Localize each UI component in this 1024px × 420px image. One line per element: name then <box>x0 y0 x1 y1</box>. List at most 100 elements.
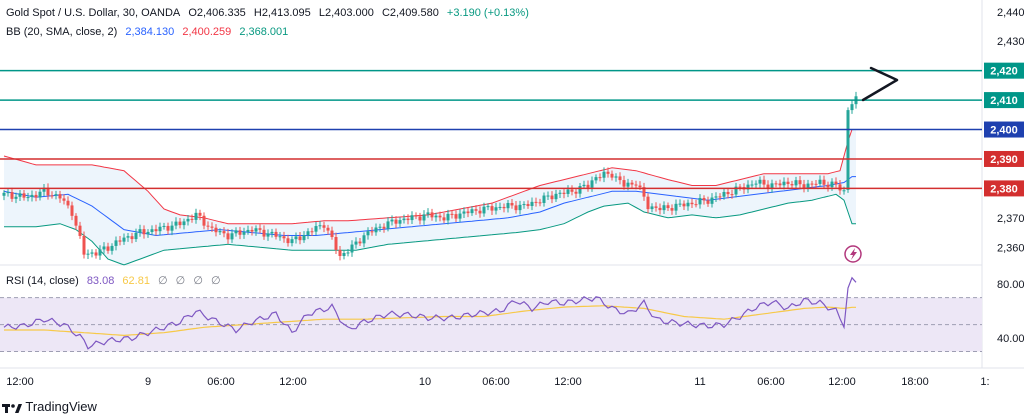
candle-body <box>230 233 234 240</box>
candle-body <box>650 206 654 210</box>
price-tick-label: 2,440 <box>997 7 1024 19</box>
candle-body <box>258 228 262 230</box>
time-tick-label: 10 <box>419 376 431 388</box>
time-tick-label: 06:00 <box>482 376 510 388</box>
candle-body <box>682 203 686 207</box>
change-value: +3.190 (+0.13%) <box>446 7 529 19</box>
candle-body <box>54 194 58 196</box>
candle-body <box>278 236 282 238</box>
candle-body <box>378 226 382 228</box>
level-price-label: 2,410 <box>990 95 1018 107</box>
candle-body <box>818 179 822 184</box>
candle-body <box>222 231 226 234</box>
candle-body <box>342 252 346 256</box>
candle-body <box>434 215 438 218</box>
level-price-tag <box>984 62 1024 79</box>
candle-body <box>302 235 306 241</box>
candle-body <box>34 194 38 198</box>
candle-body <box>678 203 682 205</box>
candle-body <box>610 173 614 178</box>
candle-body <box>270 231 274 234</box>
candle-body <box>314 226 318 232</box>
candle-body <box>386 221 390 229</box>
candle-body <box>402 218 406 221</box>
candle-body <box>462 211 466 214</box>
candle-body <box>446 213 450 221</box>
candle-body <box>626 182 630 187</box>
time-tick-label: 12:00 <box>828 376 856 388</box>
candle-body <box>66 200 70 206</box>
candle-body <box>802 184 806 189</box>
candle-body <box>10 192 14 199</box>
level-price-label: 2,400 <box>990 125 1018 137</box>
candle-body <box>702 197 706 201</box>
candle-body <box>130 236 134 240</box>
candle-body <box>70 205 74 216</box>
symbol-name[interactable]: Gold Spot / U.S. Dollar, 30, OANDA <box>6 7 181 19</box>
time-tick-label: 12:00 <box>554 376 582 388</box>
candle-body <box>366 231 370 236</box>
rsi-label[interactable]: RSI (14, close) <box>6 275 79 287</box>
candle-body <box>274 231 278 237</box>
candle-body <box>618 176 622 181</box>
brand-name: TradingView <box>25 399 97 414</box>
candle-body <box>666 205 670 209</box>
candle-body <box>530 201 534 207</box>
candle-body <box>46 187 50 196</box>
rsi-value: 83.08 <box>86 275 115 287</box>
time-tick-label: 9 <box>145 376 151 388</box>
time-tick-label: 06:00 <box>757 376 785 388</box>
time-tick-label: 12:00 <box>279 376 307 388</box>
candle-body <box>194 212 198 220</box>
candle-body <box>370 231 374 233</box>
candle-body <box>94 252 98 256</box>
level-price-label: 2,390 <box>990 154 1018 166</box>
candle-body <box>490 206 494 211</box>
candle-body <box>162 225 166 227</box>
candle-body <box>562 192 566 194</box>
candle-body <box>218 231 222 233</box>
candle-body <box>794 180 798 186</box>
candle-body <box>538 202 542 204</box>
candle-body <box>62 198 66 201</box>
candle-body <box>174 221 178 226</box>
candle-body <box>814 183 818 185</box>
bb-basis-value: 2,384.130 <box>125 26 175 38</box>
candle-body <box>86 253 90 255</box>
close-value: C2,409.580 <box>381 7 439 19</box>
candle-body <box>450 213 454 215</box>
candle-body <box>118 240 122 242</box>
candle-body <box>234 230 238 234</box>
candle-body <box>442 217 446 221</box>
candle-body <box>722 191 726 197</box>
candle-body <box>790 184 794 186</box>
candle-body <box>406 218 410 221</box>
candle-body <box>382 226 386 229</box>
candle-body <box>594 177 598 181</box>
candle-body <box>754 183 758 185</box>
bb-label[interactable]: BB (20, SMA, close, 2) <box>6 26 118 38</box>
bb-upper-value: 2,400.259 <box>182 26 232 38</box>
candle-body <box>286 238 290 244</box>
candle-body <box>250 229 254 232</box>
candle-body <box>6 192 10 194</box>
candle-body <box>850 104 854 111</box>
candle-body <box>522 204 526 206</box>
candle-body <box>358 241 362 244</box>
candle-body <box>266 233 270 237</box>
candle-body <box>362 235 366 244</box>
candle-body <box>714 196 718 198</box>
tradingview-logo-icon <box>2 403 22 413</box>
candle-body <box>58 194 62 199</box>
bb-basis-line <box>3 176 856 237</box>
candle-body <box>134 232 138 240</box>
tradingview-attribution[interactable]: TradingView <box>2 399 97 414</box>
candle-body <box>146 231 150 235</box>
candle-body <box>586 184 590 188</box>
candle-body <box>822 179 826 185</box>
candle-body <box>526 204 530 207</box>
symbol-legend: Gold Spot / U.S. Dollar, 30, OANDA O2,40… <box>6 7 534 19</box>
candle-body <box>602 171 606 178</box>
candle-body <box>430 212 434 218</box>
